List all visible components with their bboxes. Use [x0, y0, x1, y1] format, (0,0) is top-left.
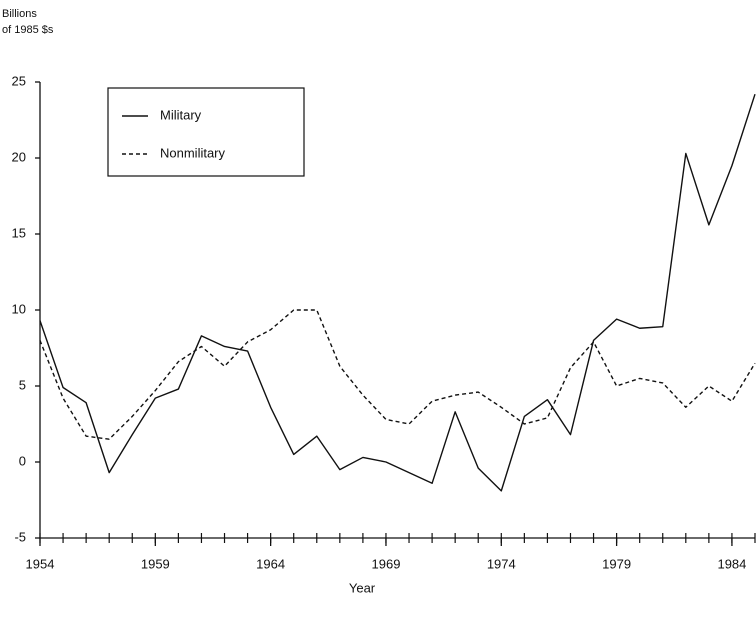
- y-tick-label: 5: [19, 377, 26, 392]
- y-tick-label: 25: [12, 73, 26, 88]
- legend-label: Nonmilitary: [160, 145, 226, 160]
- y-axis-label: Billions: [2, 8, 37, 20]
- y-axis-label: of 1985 $s: [2, 24, 54, 36]
- x-tick-label: 1969: [372, 556, 401, 571]
- x-tick-label: 1984: [717, 556, 746, 571]
- y-tick-label: 20: [12, 149, 26, 164]
- x-tick-label: 1954: [26, 556, 55, 571]
- x-tick-label: 1979: [602, 556, 631, 571]
- series-line: [39, 309, 756, 440]
- x-axis-label: Year: [349, 580, 376, 595]
- legend-box: [107, 87, 305, 177]
- y-tick-label: -5: [14, 529, 26, 544]
- y-tick-label: 10: [12, 301, 26, 316]
- y-tick-label: 0: [19, 453, 26, 468]
- x-tick-label: 1959: [141, 556, 170, 571]
- x-tick-label: 1964: [256, 556, 285, 571]
- legend-label: Military: [160, 107, 202, 122]
- y-tick-label: 15: [12, 225, 26, 240]
- x-tick-label: 1974: [487, 556, 516, 571]
- series-line: [39, 93, 756, 492]
